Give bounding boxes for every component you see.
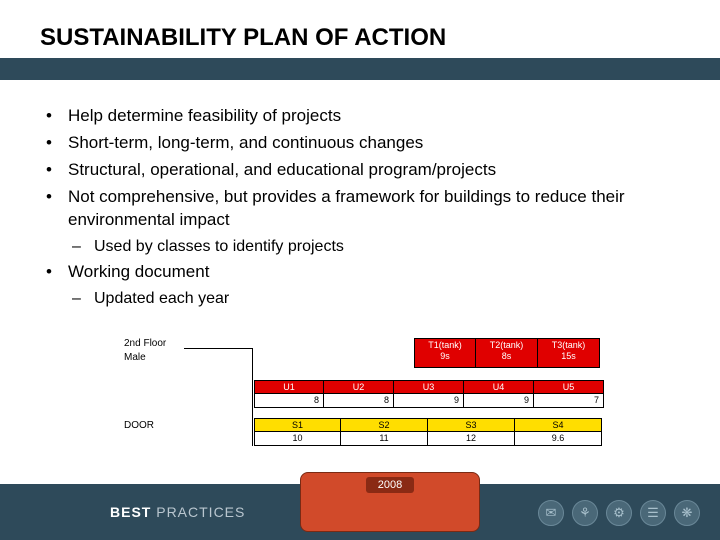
s-num: 9.6 [515,432,602,446]
s-cell: S1 [254,418,341,432]
sub-bullet-text: Updated each year [94,290,229,307]
sub-list: Used by classes to identify projects [68,236,680,258]
s-row: S1 S2 S3 S4 10 11 12 9.6 [254,418,602,446]
footer-icon: ⚙ [606,500,632,526]
floorplan-diagram: 2nd Floor Male DOOR T1(tank)9s T2(tank)8… [124,338,604,470]
u-num: 7 [534,394,604,408]
footer-icon: ❋ [674,500,700,526]
diagram-line [252,348,253,446]
tanks-row: T1(tank)9s T2(tank)8s T3(tank)15s [414,338,600,368]
diagram-line [184,348,252,349]
tank-val: 8s [502,351,512,361]
bullet-text: Help determine feasibility of projects [68,106,341,125]
tank-val: 15s [561,351,576,361]
u-row: U1 U2 U3 U4 U5 8 8 9 9 7 [254,380,604,408]
sub-bullet-item: Updated each year [68,288,680,310]
bullet-item: Structural, operational, and educational… [40,159,680,182]
footer-bar: BEST PRACTICES 2008 ✉ ⚘ ⚙ ☰ ❋ [0,484,720,540]
footer-year: 2008 [366,477,414,493]
diagram-label-door: DOOR [124,420,154,431]
u-num: 8 [254,394,324,408]
tank-cell: T1(tank)9s [414,338,476,368]
s-num: 10 [254,432,341,446]
footer-icon: ☰ [640,500,666,526]
footer-icon: ✉ [538,500,564,526]
bullet-text: Short-term, long-term, and continuous ch… [68,133,423,152]
content-area: Help determine feasibility of projects S… [40,105,680,314]
u-cell: U5 [534,380,604,394]
bullet-list: Help determine feasibility of projects S… [40,105,680,310]
s-cell: S3 [428,418,515,432]
u-cell: U1 [254,380,324,394]
page-title: SUSTAINABILITY PLAN OF ACTION [40,24,446,52]
bullet-text: Not comprehensive, but provides a framew… [68,187,625,229]
bullet-text: Working document [68,262,209,281]
u-cell: U2 [324,380,394,394]
u-cell: U4 [464,380,534,394]
tank-name: T2(tank) [490,340,524,350]
u-num: 9 [464,394,534,408]
bullet-item: Working document Updated each year [40,261,680,310]
tank-name: T3(tank) [552,340,586,350]
s-cell: S4 [515,418,602,432]
bullet-item: Help determine feasibility of projects [40,105,680,128]
sub-bullet-item: Used by classes to identify projects [68,236,680,258]
tank-cell: T3(tank)15s [538,338,600,368]
s-num: 12 [428,432,515,446]
u-cell: U3 [394,380,464,394]
sub-list: Updated each year [68,288,680,310]
diagram-label-male: Male [124,352,146,363]
tank-name: T1(tank) [428,340,462,350]
footer-icon: ⚘ [572,500,598,526]
title-band [0,58,720,80]
sub-bullet-text: Used by classes to identify projects [94,238,344,255]
footer-icons: ✉ ⚘ ⚙ ☰ ❋ [538,500,700,526]
brand-light: PRACTICES [151,504,245,520]
u-num: 8 [324,394,394,408]
s-cell: S2 [341,418,428,432]
s-num: 11 [341,432,428,446]
u-num: 9 [394,394,464,408]
diagram-label-floor: 2nd Floor [124,338,166,349]
bullet-item: Short-term, long-term, and continuous ch… [40,132,680,155]
tank-val: 9s [440,351,450,361]
bullet-item: Not comprehensive, but provides a framew… [40,186,680,257]
footer-brand: BEST PRACTICES [110,504,245,520]
tank-cell: T2(tank)8s [476,338,538,368]
footer-center-badge: 2008 [300,472,480,532]
bullet-text: Structural, operational, and educational… [68,160,496,179]
brand-bold: BEST [110,504,151,520]
